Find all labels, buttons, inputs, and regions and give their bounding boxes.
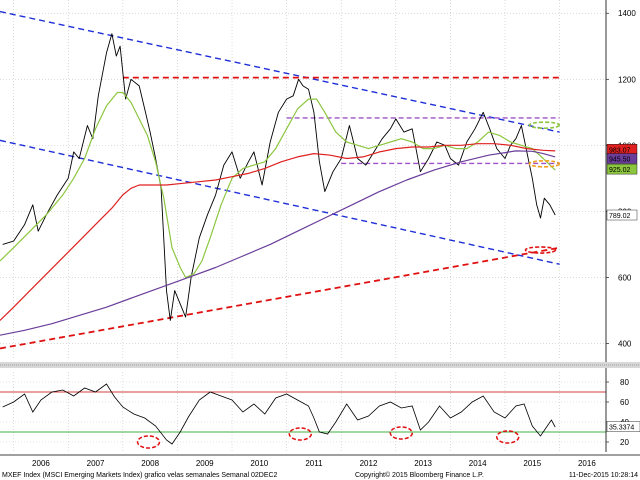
ellipse_orange-marker <box>528 159 561 168</box>
rsi-ellipse-marker <box>136 435 161 449</box>
x-tick-label: 2016 <box>578 459 596 468</box>
x-tick-label: 2009 <box>196 459 214 468</box>
price-tags: 983.07 945.50 925.02 789.02 35.3374 <box>606 144 640 432</box>
price-tag-label: 945.50 <box>609 157 631 164</box>
main-y-tick-label: 1200 <box>618 75 636 84</box>
x-tick-label: 2011 <box>305 459 323 468</box>
main-overlays <box>0 10 560 350</box>
x-tick-label: 2007 <box>87 459 105 468</box>
ellipse_green-marker <box>528 121 561 130</box>
price-series <box>2 33 556 321</box>
x-tick-label: 2010 <box>250 459 268 468</box>
ma_green-series <box>0 91 556 278</box>
price-tag-label: 789.02 <box>609 213 631 220</box>
main-y-tick-label: 1400 <box>618 9 636 18</box>
axes: 2006 2007 2008 2009 2010 2011 2012 2013 2014 2015… <box>0 0 640 468</box>
price-tag-label: 983.07 <box>609 147 631 154</box>
rsi-y-tick-label: 80 <box>620 378 629 387</box>
rsi-value-tag-box <box>606 421 640 432</box>
rsi-grid <box>0 372 606 452</box>
main-series <box>0 33 556 336</box>
rsi-ellipse-marker <box>389 426 414 440</box>
x-tick-label: 2012 <box>360 459 378 468</box>
x-tick-label: 2008 <box>141 459 159 468</box>
footer-center: Copyright© 2015 Bloomberg Finance L.P. <box>355 471 484 479</box>
rsi-series <box>0 383 606 449</box>
x-tick-label: 2006 <box>32 459 50 468</box>
rsi-value-tag-label: 35.3374 <box>609 425 634 432</box>
ellipse_red-marker <box>524 246 557 254</box>
x-tick-label: 2015 <box>523 459 541 468</box>
footer-right: 11-Dec-2015 10:28:14 <box>569 472 638 479</box>
rsi-series-line <box>2 383 556 445</box>
level_red-line <box>0 246 560 350</box>
ma_purple-series <box>0 150 556 336</box>
ma_red-series <box>0 143 556 321</box>
rsi-ellipse-marker <box>495 430 520 444</box>
footer: MXEF Index (MSCI Emerging Markets Index)… <box>2 471 638 479</box>
x-tick-label: 2014 <box>469 459 487 468</box>
trend_blue-line <box>0 139 560 265</box>
price-tag-label: 925.02 <box>609 167 631 174</box>
main-y-tick-label: 400 <box>618 339 632 348</box>
trend_blue-line <box>0 10 560 133</box>
price-tag-box <box>606 153 638 164</box>
price-tag-box <box>606 163 638 175</box>
price-tag-box <box>606 209 638 221</box>
main-ellipses <box>524 121 561 254</box>
rsi-y-tick-label: 60 <box>620 398 629 407</box>
rsi-ellipse-marker <box>288 427 313 441</box>
x-tick-label: 2013 <box>414 459 432 468</box>
rsi-y-tick-label: 20 <box>620 438 629 447</box>
main-y-tick-label: 600 <box>618 273 632 282</box>
footer-left: MXEF Index (MSCI Emerging Markets Index)… <box>2 472 278 479</box>
